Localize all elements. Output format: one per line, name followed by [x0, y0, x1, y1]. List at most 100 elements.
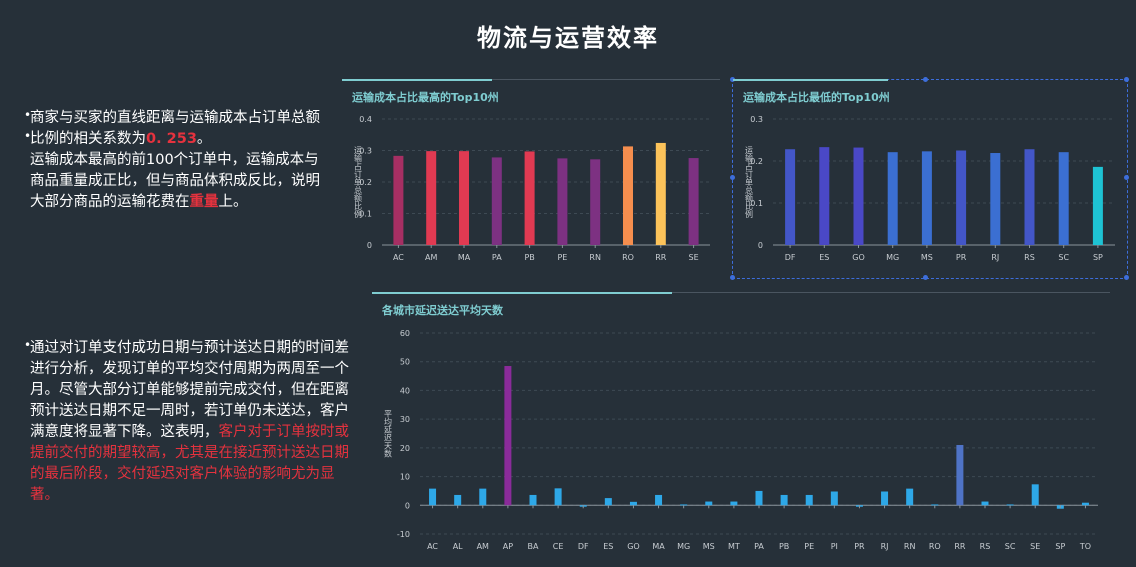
bar-SP[interactable]: [1092, 166, 1103, 245]
bar-RS[interactable]: [981, 501, 989, 506]
bar-TO[interactable]: [1081, 502, 1089, 506]
y-tick-label: 0.3: [750, 115, 763, 124]
delay-days-chart[interactable]: 各城市延迟送达平均天数 -10 0 10 20 30 40 50 60 AC AL AM AP BA CE…: [372, 292, 1110, 564]
bar-AP[interactable]: [504, 366, 512, 506]
y-tick-label: 0: [758, 241, 763, 250]
y-tick-label: 0.3: [359, 147, 372, 156]
bar-MT[interactable]: [730, 501, 738, 506]
bar-AM[interactable]: [426, 151, 437, 245]
divider-accent: [372, 292, 672, 294]
bar-PB[interactable]: [780, 494, 788, 506]
y-axis-label: 平均延迟天数: [384, 410, 393, 459]
bar-ES[interactable]: [819, 147, 830, 245]
bar-PB[interactable]: [524, 151, 535, 245]
insight-paragraph-1: • 商家与买家的直线距离与运输成本占订单总额比例的相关系数为0. 253。 • …: [24, 108, 320, 213]
x-tick-label: SE: [1030, 542, 1040, 551]
bar-PI[interactable]: [830, 491, 838, 506]
y-tick-label: 40: [400, 386, 410, 395]
bar-MG[interactable]: [887, 152, 898, 245]
bar-SE[interactable]: [688, 158, 699, 245]
y-tick-label: 60: [400, 329, 410, 338]
x-tick-label: BA: [528, 542, 539, 551]
bar-PA[interactable]: [491, 157, 502, 245]
bar-GO[interactable]: [853, 147, 864, 245]
bar-BA[interactable]: [529, 494, 537, 506]
resize-handle[interactable]: [923, 77, 928, 82]
bar-SC[interactable]: [1006, 504, 1014, 506]
bullet-icon: •: [24, 129, 32, 143]
top10-cost-chart[interactable]: 运输成本占比最高的Top10州 0 0.1 0.2 0.3 0.4 AC AM MA PA PB P…: [342, 79, 720, 279]
resize-handle[interactable]: [730, 175, 735, 180]
x-tick-label: PB: [779, 542, 789, 551]
bar-PE[interactable]: [557, 158, 568, 245]
x-tick-label: GO: [627, 542, 640, 551]
bar-RJ[interactable]: [990, 153, 1001, 245]
x-tick-label: AM: [477, 542, 489, 551]
bar-AL[interactable]: [454, 494, 462, 506]
x-tick-label: SP: [1055, 542, 1065, 551]
bar-CE[interactable]: [554, 488, 562, 506]
x-tick-label: SE: [689, 253, 699, 262]
bar-AM[interactable]: [479, 488, 487, 506]
bar-RN[interactable]: [906, 488, 914, 506]
bar-RJ[interactable]: [881, 491, 889, 506]
x-tick-label: DF: [785, 253, 796, 262]
x-tick-label: PB: [524, 253, 534, 262]
y-tick-label: 0: [405, 501, 410, 510]
bar-SC[interactable]: [1058, 152, 1069, 245]
bar-PR[interactable]: [956, 150, 967, 246]
bar-PE[interactable]: [805, 494, 813, 506]
x-tick-label: CE: [553, 542, 564, 551]
divider-accent: [733, 79, 888, 81]
bar-GO[interactable]: [629, 501, 637, 506]
x-tick-label: AP: [503, 542, 513, 551]
x-tick-label: PE: [804, 542, 814, 551]
chart-svg: -10 0 10 20 30 40 50 60 AC AL AM AP BA CE DF ES GO MA MG MS…: [384, 329, 1098, 551]
chart-svg: 0 0.1 0.2 0.3 DF ES GO MG MS PR RJ RS SC SP 运输占订单总额比例: [745, 115, 1115, 262]
x-tick-label: ES: [819, 253, 829, 262]
resize-handle[interactable]: [1124, 275, 1129, 280]
insight-text: 运输成本最高的前100个订单中，运输成本与商品重量成正比，但与商品体积成反比，说…: [30, 152, 320, 210]
bar-MA[interactable]: [459, 151, 469, 245]
bar-RN[interactable]: [590, 159, 601, 245]
x-tick-label: DF: [578, 542, 589, 551]
resize-handle[interactable]: [1124, 77, 1129, 82]
resize-handle[interactable]: [730, 275, 735, 280]
x-tick-label: PR: [956, 253, 967, 262]
resize-handle[interactable]: [1124, 175, 1129, 180]
bar-RR[interactable]: [655, 142, 666, 245]
bar-MS[interactable]: [921, 151, 932, 245]
bottom10-cost-chart[interactable]: 运输成本占比最低的Top10州 0 0.1 0.2 0.3 DF ES GO MG MS PR RJ…: [733, 79, 1125, 277]
bar-RS[interactable]: [1024, 149, 1035, 245]
bar-DF[interactable]: [785, 149, 796, 245]
x-tick-label: RJ: [991, 253, 999, 262]
bar-MG[interactable]: [680, 504, 688, 506]
bar-MS[interactable]: [705, 501, 713, 506]
x-tick-label: PA: [492, 253, 502, 262]
bar-RR[interactable]: [956, 444, 964, 506]
resize-handle[interactable]: [730, 77, 735, 82]
chart-title: 各城市延迟送达平均天数: [382, 304, 503, 317]
resize-handle[interactable]: [923, 275, 928, 280]
x-tick-label: RO: [622, 253, 634, 262]
bar-RO[interactable]: [623, 146, 633, 245]
x-tick-label: MT: [728, 542, 740, 551]
bar-AC[interactable]: [393, 155, 404, 245]
x-tick-label: MS: [921, 253, 933, 262]
bar-PA[interactable]: [755, 490, 763, 506]
bar-AC[interactable]: [429, 488, 437, 506]
bar-MA[interactable]: [655, 494, 663, 506]
bar-SE[interactable]: [1031, 484, 1039, 506]
x-tick-label: PE: [557, 253, 567, 262]
chart-title: 运输成本占比最高的Top10州: [352, 91, 499, 104]
x-tick-label: RN: [904, 542, 916, 551]
bar-ES[interactable]: [604, 498, 612, 506]
x-tick-label: AM: [425, 253, 437, 262]
bullet-icon: •: [24, 338, 32, 352]
correlation-value: 0. 253: [146, 131, 197, 147]
y-axis-label: 运输占订单总额比例: [745, 146, 754, 219]
bar-RO[interactable]: [931, 504, 939, 506]
y-tick-label: 0: [367, 241, 372, 250]
x-tick-label: RN: [589, 253, 601, 262]
x-tick-label: SC: [1005, 542, 1016, 551]
